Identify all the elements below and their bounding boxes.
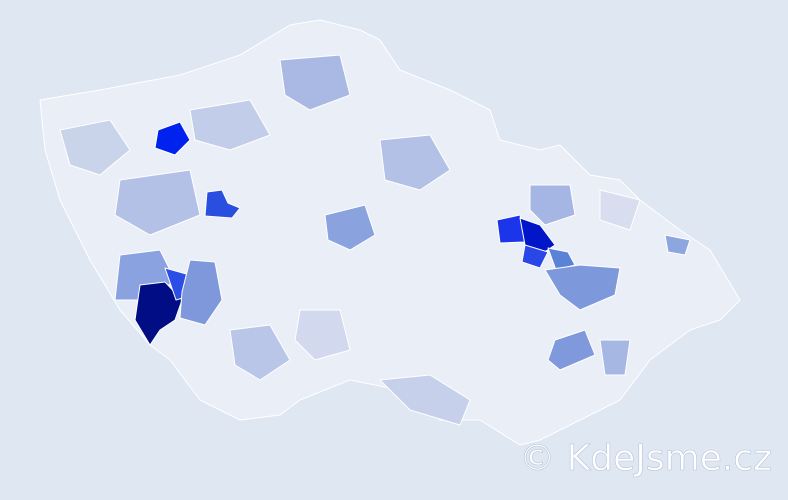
region [379, 134, 451, 191]
region [547, 247, 576, 271]
watermark: © KdeJsme.cz [519, 438, 772, 479]
region [134, 281, 183, 346]
region [544, 264, 621, 311]
region [521, 244, 549, 269]
region [154, 121, 191, 156]
region [179, 259, 223, 326]
country [39, 19, 741, 446]
region [547, 329, 596, 371]
region [279, 54, 351, 111]
region [599, 339, 631, 376]
region [229, 324, 291, 381]
region [599, 189, 641, 231]
region [189, 99, 271, 151]
region [379, 374, 471, 426]
region [324, 204, 376, 251]
region [114, 169, 201, 236]
region [59, 119, 131, 176]
region [204, 189, 241, 219]
region [664, 234, 691, 256]
region [529, 184, 576, 226]
region [294, 309, 351, 361]
